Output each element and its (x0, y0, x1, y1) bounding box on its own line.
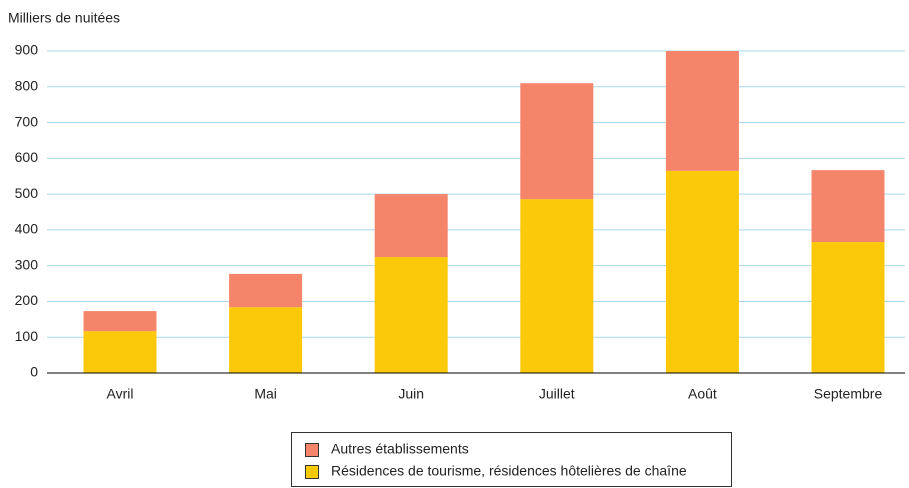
legend-label: Résidences de tourisme, résidences hôtel… (331, 463, 687, 479)
y-tick-label: 500 (15, 185, 39, 201)
bar-segment (520, 83, 594, 200)
bar-segment (520, 199, 594, 373)
x-tick-label: Juin (398, 386, 424, 402)
x-tick-label: Septembre (814, 386, 883, 402)
y-tick-label: 200 (15, 292, 39, 308)
legend-swatch (305, 443, 319, 457)
legend-swatch (305, 465, 319, 479)
y-tick-label: 0 (30, 364, 38, 380)
bar-segment (83, 331, 157, 373)
bar-segment (83, 311, 157, 332)
y-tick-label: 300 (15, 256, 39, 272)
legend-box (291, 432, 732, 487)
bar-segment (811, 242, 885, 373)
bar-segment (665, 170, 739, 373)
y-tick-label: 400 (15, 221, 39, 237)
x-tick-label: Avril (107, 386, 134, 402)
bar-segment (811, 170, 885, 243)
legend-label: Autres établissements (331, 441, 469, 457)
bar-segment (229, 307, 303, 373)
x-tick-label: Mai (254, 386, 277, 402)
y-tick-label: 100 (15, 328, 39, 344)
bar-segment (665, 51, 739, 171)
bar-segment (229, 273, 303, 308)
bar-segment (374, 257, 448, 373)
y-tick-label: 600 (15, 149, 39, 165)
y-tick-label: 700 (15, 113, 39, 129)
axis-title: Milliers de nuitées (8, 10, 120, 26)
x-tick-label: Août (688, 386, 717, 402)
y-tick-label: 800 (15, 77, 39, 93)
y-tick-label: 900 (15, 42, 39, 58)
bar-segment (374, 194, 448, 258)
x-tick-label: Juillet (539, 386, 575, 402)
